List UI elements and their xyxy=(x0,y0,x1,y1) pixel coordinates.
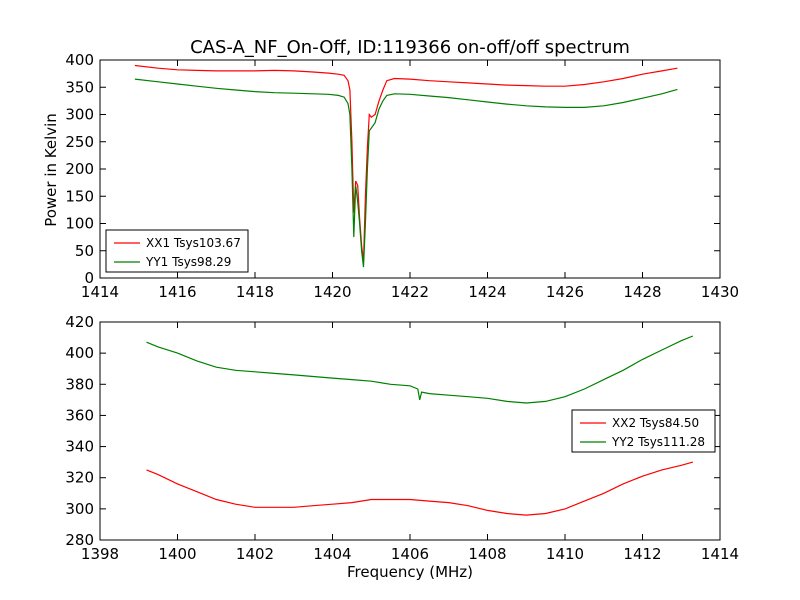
legend-box xyxy=(105,229,249,273)
x-tick-label: 1416 xyxy=(158,283,196,301)
series-line-1 xyxy=(146,461,694,516)
legend-label-1: XX1 Tsys103.67 xyxy=(146,236,241,250)
y-tick-label: 280 xyxy=(65,531,94,549)
y-tick-label: 420 xyxy=(65,313,94,331)
bottom-chart: 1398 1400 1402 1404 1406 1408 1410 1412 1414 280 3… xyxy=(65,313,739,563)
x-tick-label: 1404 xyxy=(313,545,351,563)
series-line-1 xyxy=(134,64,678,262)
top-chart: 1414 1416 1418 1420 1422 1424 1426 1428 1430 0 50 1… xyxy=(65,51,739,301)
y-tick-label: 200 xyxy=(65,160,94,178)
y-tick-label: 150 xyxy=(65,187,94,205)
legend: XX2 Tsys84.50 YY2 Tsys111.28 xyxy=(571,409,716,453)
x-tick-label: 1422 xyxy=(391,283,429,301)
x-tick-label: 1418 xyxy=(236,283,274,301)
x-tick-label: 1426 xyxy=(546,283,584,301)
legend-label-1: XX2 Tsys84.50 xyxy=(612,416,699,430)
legend-box xyxy=(571,409,716,453)
y-tick-label: 100 xyxy=(65,215,94,233)
legend-label-2: YY2 Tsys111.28 xyxy=(611,435,705,449)
bottom-chart-xlabel: Frequency (MHz) xyxy=(347,563,473,581)
y-tick-label: 0 xyxy=(84,269,94,287)
x-tick-label: 1412 xyxy=(623,545,661,563)
y-tick-label: 400 xyxy=(65,344,94,362)
x-tick-label: 1430 xyxy=(701,283,739,301)
x-tick-label: 1428 xyxy=(623,283,661,301)
x-tick-label: 1424 xyxy=(468,283,506,301)
y-tick-label: 350 xyxy=(65,78,94,96)
x-tick-label: 1402 xyxy=(236,545,274,563)
x-tick-label: 1400 xyxy=(158,545,196,563)
series-line-2 xyxy=(146,335,694,404)
x-tick-label: 1398 xyxy=(81,545,119,563)
x-tick-label: 1420 xyxy=(313,283,351,301)
y-tick-label: 380 xyxy=(65,375,94,393)
series-line-2 xyxy=(134,78,678,268)
y-tick-label: 400 xyxy=(65,51,94,69)
y-tick-label: 320 xyxy=(65,469,94,487)
y-tick-label: 360 xyxy=(65,406,94,424)
y-tick-label: 300 xyxy=(65,500,94,518)
legend: XX1 Tsys103.67 YY1 Tsys98.29 xyxy=(105,229,249,273)
x-tick-label: 1414 xyxy=(701,545,739,563)
legend-label-2: YY1 Tsys98.29 xyxy=(145,255,231,269)
y-tick-label: 340 xyxy=(65,438,94,456)
x-tick-label: 1414 xyxy=(81,283,119,301)
y-tick-label: 50 xyxy=(75,242,94,260)
top-chart-title: CAS-A_NF_On-Off, ID:119366 on-off/off sp… xyxy=(190,37,630,58)
x-tick-label: 1406 xyxy=(391,545,429,563)
y-tick-label: 250 xyxy=(65,133,94,151)
x-tick-label: 1408 xyxy=(468,545,506,563)
y-tick-label: 300 xyxy=(65,106,94,124)
top-chart-ylabel: Power in Kelvin xyxy=(42,113,60,227)
x-tick-label: 1410 xyxy=(546,545,584,563)
